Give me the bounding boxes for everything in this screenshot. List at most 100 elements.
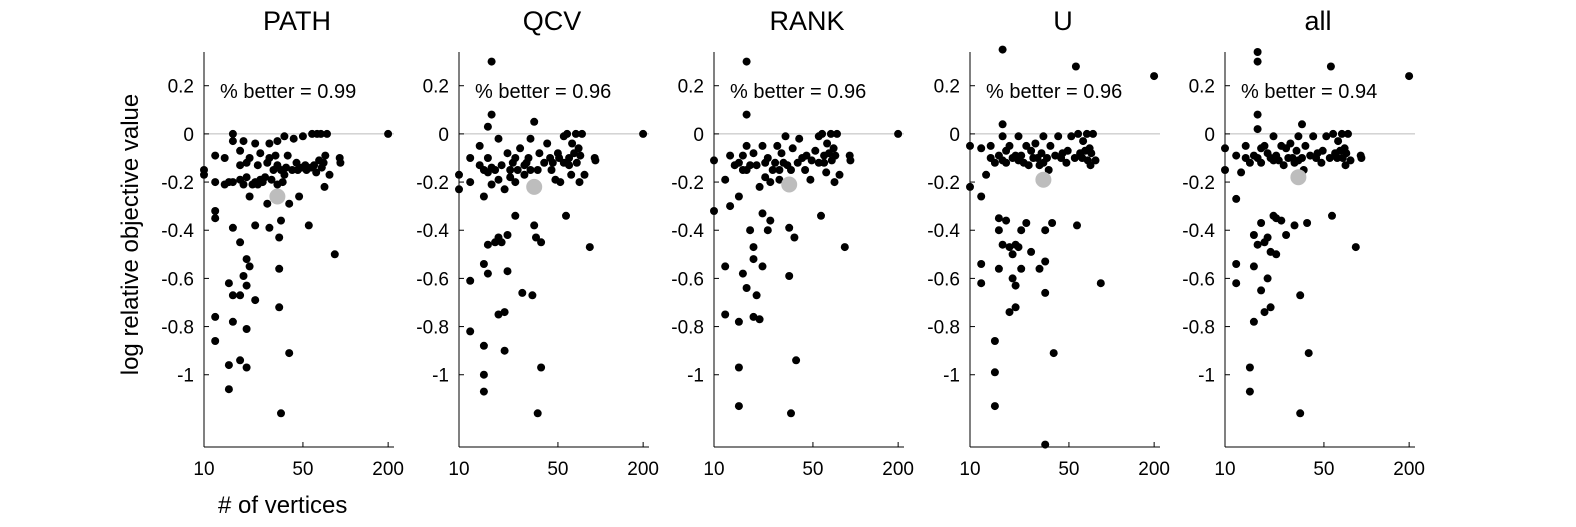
data-point — [1341, 161, 1350, 170]
data-point — [325, 170, 334, 179]
data-point — [977, 192, 986, 201]
data-point — [1063, 146, 1072, 155]
y-tick-label: -0.4 — [927, 221, 960, 242]
data-point — [466, 276, 475, 285]
data-point — [771, 158, 780, 167]
data-point — [580, 170, 589, 179]
y-tick-label: 0 — [183, 125, 194, 146]
mean-point-marker — [526, 178, 543, 195]
data-point — [775, 175, 784, 184]
data-point — [1328, 211, 1336, 220]
data-point — [265, 139, 274, 148]
data-point — [236, 356, 245, 365]
data-point — [466, 178, 475, 187]
data-point — [1298, 120, 1306, 129]
data-point — [511, 154, 520, 162]
data-point — [280, 132, 289, 141]
data-point — [1087, 149, 1096, 158]
data-point — [245, 192, 254, 201]
data-point — [500, 346, 509, 355]
percent-better-annotation: % better = 0.99 — [220, 81, 356, 103]
data-point — [483, 154, 492, 162]
data-point — [726, 202, 735, 211]
data-point — [1263, 233, 1272, 242]
data-point — [1005, 308, 1014, 317]
x-tick-label: 200 — [1393, 459, 1425, 480]
mean-point-marker — [781, 176, 798, 193]
data-point — [1266, 303, 1275, 312]
data-point — [535, 149, 544, 158]
data-point — [1017, 151, 1026, 160]
data-point — [292, 158, 301, 167]
data-point — [320, 182, 329, 191]
data-point — [1048, 219, 1057, 227]
data-point — [1272, 250, 1281, 259]
y-tick-label: 0 — [438, 125, 449, 146]
data-point — [479, 260, 488, 268]
data-point — [994, 264, 1003, 273]
y-tick-label: -0.2 — [1182, 173, 1215, 194]
data-point — [966, 182, 974, 191]
data-point — [738, 269, 747, 278]
data-point — [734, 402, 743, 411]
data-point — [483, 122, 492, 131]
data-point — [319, 158, 328, 167]
data-point — [479, 341, 488, 350]
data-point — [265, 223, 274, 232]
data-point — [1237, 168, 1246, 177]
data-point — [336, 158, 345, 167]
data-point — [787, 166, 795, 174]
data-point — [1263, 274, 1272, 283]
panel-rank: RANK 0.2 0 -0.2 -0.4 -0.6 -0.8 -1 10 50 200 % bette… — [671, 6, 914, 480]
y-tick-label: -0.8 — [416, 318, 449, 339]
y-tick-label: -1 — [177, 366, 194, 387]
data-point — [1070, 154, 1079, 162]
x-tick-label: 10 — [448, 459, 469, 480]
data-point — [1041, 288, 1050, 297]
percent-better-annotation: % better = 0.96 — [475, 81, 611, 103]
data-point — [742, 141, 751, 150]
data-point — [1260, 141, 1269, 150]
data-point — [520, 170, 529, 179]
data-point — [1326, 62, 1335, 71]
y-tick-label: -1 — [943, 366, 960, 387]
data-point — [1260, 308, 1269, 317]
data-point — [1011, 303, 1020, 312]
data-point — [295, 192, 304, 201]
data-point — [1008, 274, 1017, 283]
data-point — [483, 240, 492, 249]
data-point — [768, 166, 777, 174]
data-point — [990, 158, 999, 167]
data-point — [1011, 281, 1020, 290]
data-point — [749, 243, 758, 252]
data-point — [251, 139, 260, 148]
data-point — [749, 312, 758, 321]
data-point — [977, 144, 986, 153]
data-point — [533, 409, 542, 418]
data-point — [766, 178, 775, 187]
data-point — [820, 158, 829, 167]
data-point — [1301, 141, 1310, 150]
panel-title: RANK — [769, 6, 844, 36]
y-tick-label: -1 — [687, 366, 704, 387]
x-tick-label: 200 — [1138, 459, 1170, 480]
data-point — [755, 315, 764, 324]
data-point — [785, 272, 794, 280]
data-point — [310, 161, 319, 170]
data-point — [790, 233, 799, 242]
data-point — [822, 168, 831, 177]
data-point — [245, 262, 254, 271]
mean-point-marker — [269, 188, 286, 205]
data-point — [758, 141, 767, 150]
data-point — [835, 170, 844, 179]
data-point — [1245, 158, 1254, 167]
data-point — [994, 214, 1003, 223]
data-point — [487, 110, 496, 119]
data-point — [1232, 260, 1241, 268]
data-point — [763, 154, 772, 162]
x-tick-label: 50 — [802, 459, 823, 480]
panel-title: U — [1053, 6, 1073, 36]
data-point — [1221, 144, 1229, 153]
data-point — [236, 291, 245, 300]
data-point — [228, 129, 237, 138]
